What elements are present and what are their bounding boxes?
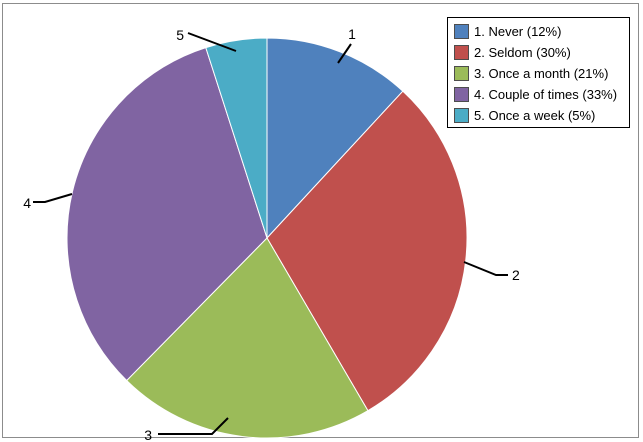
slice-label-2: 2 [512,267,520,283]
pie-slice-once-a-week [205,37,268,239]
legend-label: 4. Couple of times (33%) [474,87,618,102]
legend-item-seldom: 2. Seldom (30%) [454,42,629,63]
slice-label-5: 5 [176,27,184,43]
pie-slice-seldom [266,90,468,412]
pie-slice-couple-of-times [66,46,268,382]
leader-line-4 [33,193,73,203]
slice-label-4: 4 [23,195,31,211]
legend-item-once-a-week: 5. Once a week (5%) [454,105,629,126]
legend-swatch [454,24,469,39]
legend-label: 1. Never (12%) [474,24,562,39]
legend-item-once-a-month: 3. Once a month (21%) [454,63,629,84]
slice-labels: 1 2 3 4 5 [23,26,520,442]
legend-swatch [454,66,469,81]
legend-swatch [454,87,469,102]
slice-label-1: 1 [348,26,356,42]
leader-line-1 [337,43,352,64]
legend-swatch [454,45,469,60]
legend: 1. Never (12%) 2. Seldom (30%) 3. Once a… [447,17,630,128]
leader-line-5 [187,32,237,52]
leader-line-2 [463,261,508,276]
slice-label-3: 3 [144,427,152,442]
legend-swatch [454,108,469,123]
leader-line-3 [158,417,229,435]
legend-label: 3. Once a month (21%) [474,66,609,81]
legend-item-couple-of-times: 4. Couple of times (33%) [454,84,629,105]
legend-item-never: 1. Never (12%) [454,21,629,42]
legend-label: 2. Seldom (30%) [474,45,571,60]
pie-slice-once-a-month [125,237,369,439]
legend-label: 5. Once a week (5%) [474,108,596,123]
pie-slice-never [266,37,404,240]
pie-slices [66,37,468,439]
leader-lines [33,32,508,435]
